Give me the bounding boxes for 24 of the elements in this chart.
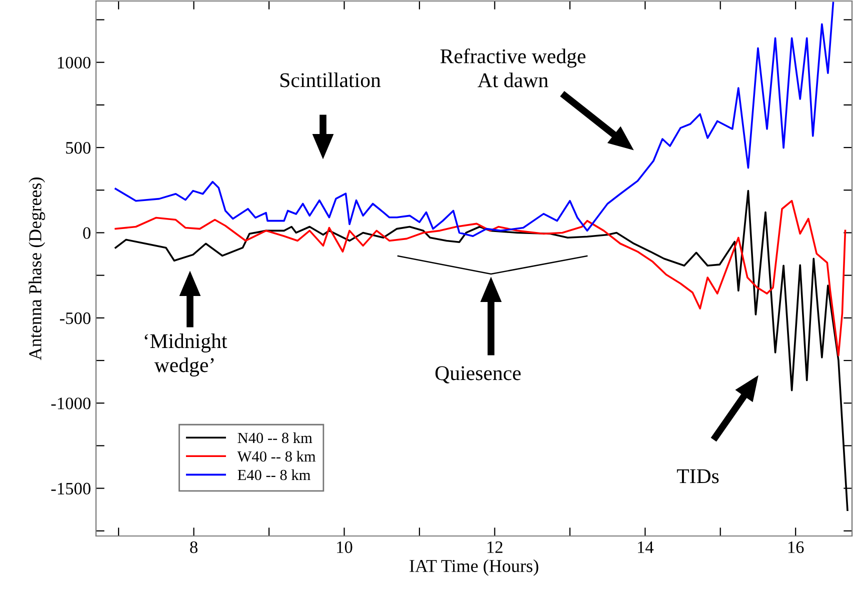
- annotation: Scintillation: [280, 72, 381, 88]
- annotation: TIDs: [676, 469, 719, 484]
- y-tick-label: -1500: [51, 482, 90, 494]
- y-tick-label: 500: [66, 142, 90, 154]
- x-tick-label: 10: [337, 541, 352, 554]
- x-tick-label: 14: [638, 541, 654, 553]
- y-tick-label: 0: [83, 227, 90, 239]
- y-axis-title: Antenna Phase (Degrees): [28, 178, 46, 360]
- y-tick-label: 1000: [58, 56, 90, 69]
- x-tick-label: 16: [788, 541, 804, 554]
- annotation: Quiesence: [435, 366, 521, 384]
- line-series: [114, 200, 846, 356]
- line-series: [114, 2, 834, 238]
- legend-label: E40 -- 8 km: [238, 469, 310, 480]
- legend-label: N40 -- 8 km: [238, 432, 312, 444]
- line-series: [114, 190, 848, 512]
- x-axis-title: IAT Time (Hours): [410, 559, 538, 576]
- x-tick-label: 12: [488, 541, 502, 553]
- y-tick-label: -500: [60, 312, 90, 324]
- legend-label: W40 -- 8 km: [237, 450, 316, 462]
- annotation: Refractive wedge At dawn: [440, 48, 586, 88]
- x-tick-label: 8: [190, 541, 198, 554]
- annotation: ‘Midnight wedge’: [144, 334, 228, 376]
- y-tick-label: -1000: [51, 398, 90, 410]
